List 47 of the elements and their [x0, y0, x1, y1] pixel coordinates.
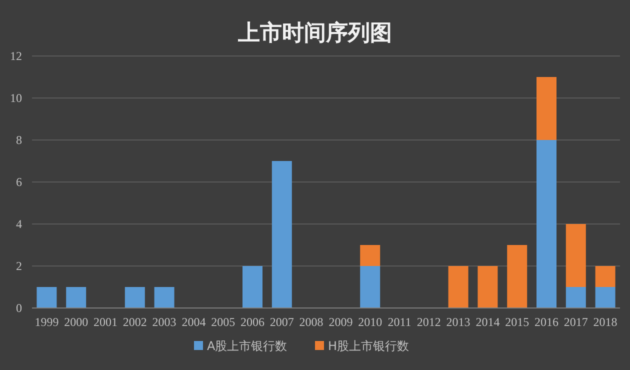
legend-label: H股上市银行数 — [328, 339, 410, 353]
bar — [360, 245, 380, 266]
bar — [360, 266, 380, 308]
legend-label: A股上市银行数 — [207, 339, 288, 353]
y-tick-label: 4 — [16, 217, 22, 231]
bar — [536, 77, 556, 140]
x-tick-label: 2013 — [446, 315, 470, 329]
x-tick-label: 2015 — [505, 315, 530, 329]
x-tick-label: 2018 — [593, 315, 618, 329]
x-tick-label: 2007 — [270, 315, 294, 329]
bar — [595, 266, 616, 287]
y-tick-label: 8 — [16, 133, 22, 147]
chart-title: 上市时间序列图 — [237, 20, 392, 46]
x-tick-label: 2012 — [416, 315, 441, 329]
x-tick-label: 2008 — [299, 315, 324, 329]
y-tick-label: 2 — [16, 259, 22, 273]
bar — [566, 224, 586, 287]
bar — [272, 161, 292, 308]
bar — [124, 287, 145, 308]
x-tick-label: 2011 — [388, 315, 412, 329]
bar — [36, 287, 57, 308]
bar — [242, 266, 262, 308]
bar — [66, 287, 86, 308]
x-tick-label: 2005 — [211, 315, 236, 329]
x-tick-label: 2010 — [358, 315, 382, 329]
y-tick-label: 0 — [16, 301, 22, 315]
bar — [595, 287, 616, 308]
x-tick-label: 2017 — [564, 315, 588, 329]
bar — [478, 266, 498, 308]
bar — [448, 266, 468, 308]
y-tick-label: 10 — [10, 91, 22, 105]
x-tick-label: 2016 — [534, 315, 558, 329]
bar — [507, 245, 528, 308]
bar — [154, 287, 174, 308]
x-tick-label: 2003 — [152, 315, 176, 329]
x-tick-label: 2002 — [122, 315, 147, 329]
x-tick-label: 1999 — [34, 315, 59, 329]
x-tick-label: 2009 — [328, 315, 353, 329]
bar — [536, 140, 556, 308]
x-tick-label: 2001 — [94, 315, 118, 329]
x-tick-label: 2014 — [476, 315, 500, 329]
x-tick-label: 2004 — [182, 315, 206, 329]
bar — [566, 287, 586, 308]
x-tick-label: 2006 — [240, 315, 264, 329]
y-tick-label: 12 — [10, 49, 22, 63]
x-tick-label: 2000 — [64, 315, 88, 329]
y-tick-label: 6 — [16, 175, 22, 189]
